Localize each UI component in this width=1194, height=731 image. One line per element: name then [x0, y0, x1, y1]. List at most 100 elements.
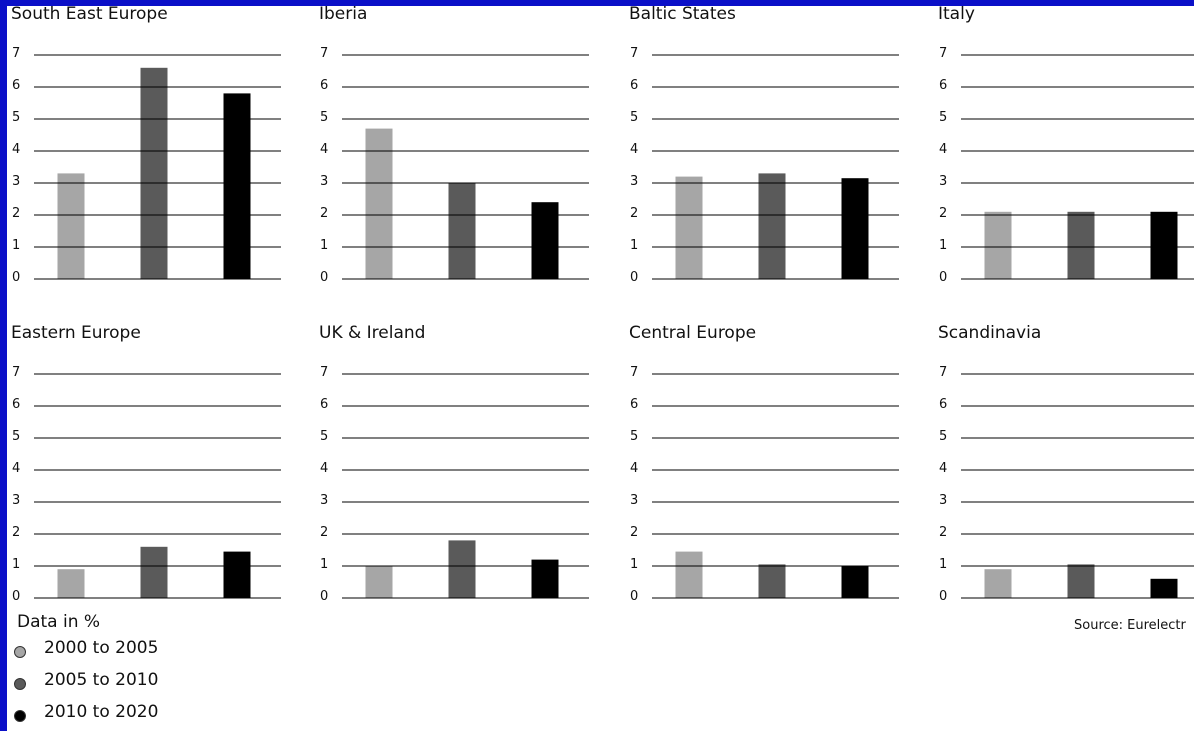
bar-iberia-2010-to-2020	[531, 202, 559, 279]
bar-scandinavia-2005-to-2010	[1067, 564, 1095, 598]
chart-panel-scandinavia: Scandinavia 0 1 2 3 4 5 6 7	[934, 323, 1194, 625]
y-tick-label-scandinavia-1: 1	[939, 557, 947, 572]
y-tick-label-baltic-states-1: 1	[630, 238, 638, 253]
legend-label-2005-2010: 2005 to 2010	[44, 670, 159, 690]
y-tick-label-central-europe-5: 5	[630, 429, 638, 444]
chart-plot-italy: 0 1 2 3 4 5 6 7	[939, 46, 1194, 285]
chart-plot-south-east-europe: 0 1 2 3 4 5 6 7	[12, 46, 281, 285]
y-tick-label-south-east-europe-3: 3	[12, 174, 20, 189]
y-tick-label-uk-and-ireland-0: 0	[320, 589, 328, 604]
chart-plot-scandinavia: 0 1 2 3 4 5 6 7	[939, 365, 1194, 604]
y-tick-label-uk-and-ireland-4: 4	[320, 461, 328, 476]
y-tick-label-baltic-states-6: 6	[630, 78, 638, 93]
y-tick-label-iberia-1: 1	[320, 238, 328, 253]
chart-panel-iberia: Iberia 0 1 2 3 4 5 6 7	[315, 6, 605, 306]
legend-label-2010-2020: 2010 to 2020	[44, 702, 159, 722]
y-tick-label-italy-3: 3	[939, 174, 947, 189]
chart-title-italy: Italy	[938, 6, 975, 24]
bar-central-europe-2000-to-2005	[675, 551, 703, 598]
bar-uk-and-ireland-2005-to-2010	[448, 540, 476, 598]
chart-title-uk-and-ireland: UK & Ireland	[319, 323, 426, 343]
chart-title-scandinavia: Scandinavia	[938, 323, 1042, 343]
y-tick-label-italy-0: 0	[939, 270, 947, 285]
y-tick-label-central-europe-7: 7	[630, 365, 638, 380]
chart-title-eastern-europe: Eastern Europe	[11, 323, 141, 343]
y-tick-label-scandinavia-3: 3	[939, 493, 947, 508]
bar-central-europe-2005-to-2010	[758, 564, 786, 598]
y-tick-label-eastern-europe-2: 2	[12, 525, 20, 540]
chart-title-central-europe: Central Europe	[629, 323, 757, 343]
legend-swatch-2010-2020	[14, 710, 26, 722]
y-tick-label-central-europe-0: 0	[630, 589, 638, 604]
bar-central-europe-2010-to-2020	[841, 566, 869, 598]
y-tick-label-central-europe-6: 6	[630, 397, 638, 412]
y-tick-label-italy-5: 5	[939, 110, 947, 125]
y-tick-label-uk-and-ireland-2: 2	[320, 525, 328, 540]
y-tick-label-uk-and-ireland-1: 1	[320, 557, 328, 572]
y-tick-label-italy-1: 1	[939, 238, 947, 253]
legend-item-2000-2005: 2000 to 2005	[13, 632, 158, 664]
bar-scandinavia-2000-to-2005	[984, 569, 1012, 598]
bar-scandinavia-2010-to-2020	[1150, 578, 1178, 598]
chart-panel-south-east-europe: South East Europe 0 1 2 3 4 5 6 7	[7, 6, 297, 306]
bar-italy-2000-to-2005	[984, 211, 1012, 279]
y-tick-label-baltic-states-3: 3	[630, 174, 638, 189]
chart-panel-baltic-states: Baltic States 0 1 2 3 4 5 6 7	[625, 6, 915, 306]
y-tick-label-scandinavia-0: 0	[939, 589, 947, 604]
y-tick-label-eastern-europe-7: 7	[12, 365, 20, 380]
y-tick-label-uk-and-ireland-5: 5	[320, 429, 328, 444]
bar-eastern-europe-2005-to-2010	[140, 546, 168, 598]
bar-baltic-states-2000-to-2005	[675, 176, 703, 279]
chart-title-baltic-states: Baltic States	[629, 6, 736, 24]
bar-uk-and-ireland-2010-to-2020	[531, 559, 559, 598]
source-note: Source: Eurelectr	[1074, 618, 1186, 633]
y-tick-label-eastern-europe-0: 0	[12, 589, 20, 604]
bar-iberia-2000-to-2005	[365, 128, 393, 279]
legend-swatch-2000-2005	[14, 646, 26, 658]
bar-south-east-europe-2000-to-2005	[57, 173, 85, 279]
legend-swatch-2005-2010	[14, 678, 26, 690]
bar-south-east-europe-2010-to-2020	[223, 93, 251, 280]
legend-title: Data in %	[17, 612, 101, 632]
y-tick-label-eastern-europe-6: 6	[12, 397, 20, 412]
y-tick-label-baltic-states-7: 7	[630, 46, 638, 61]
bar-italy-2010-to-2020	[1150, 211, 1178, 279]
y-tick-label-uk-and-ireland-7: 7	[320, 365, 328, 380]
y-tick-label-italy-7: 7	[939, 46, 947, 61]
y-tick-label-baltic-states-5: 5	[630, 110, 638, 125]
chart-title-iberia: Iberia	[319, 6, 368, 24]
small-multiples-grid: South East Europe 0 1 2 3 4 5 6 7 Iberia 0 1 2 3 4 5 6 7 B…	[7, 6, 1194, 626]
bar-iberia-2005-to-2010	[448, 183, 476, 279]
y-tick-label-scandinavia-2: 2	[939, 525, 947, 540]
y-tick-label-central-europe-4: 4	[630, 461, 638, 476]
chart-panel-central-europe: Central Europe 0 1 2 3 4 5 6 7	[625, 323, 915, 625]
y-tick-label-italy-4: 4	[939, 142, 947, 157]
legend-label-2000-2005: 2000 to 2005	[44, 638, 159, 658]
y-tick-label-iberia-3: 3	[320, 174, 328, 189]
legend: Data in % 2000 to 2005 2005 to 2010 2010…	[13, 612, 158, 728]
y-tick-label-south-east-europe-7: 7	[12, 46, 20, 61]
y-tick-label-italy-6: 6	[939, 78, 947, 93]
y-tick-label-central-europe-2: 2	[630, 525, 638, 540]
y-tick-label-scandinavia-7: 7	[939, 365, 947, 380]
y-tick-label-uk-and-ireland-3: 3	[320, 493, 328, 508]
chart-plot-uk-and-ireland: 0 1 2 3 4 5 6 7	[320, 365, 589, 604]
y-tick-label-scandinavia-6: 6	[939, 397, 947, 412]
y-tick-label-central-europe-1: 1	[630, 557, 638, 572]
y-tick-label-eastern-europe-4: 4	[12, 461, 20, 476]
chart-panel-eastern-europe: Eastern Europe 0 1 2 3 4 5 6 7	[7, 323, 297, 625]
y-tick-label-eastern-europe-3: 3	[12, 493, 20, 508]
y-tick-label-south-east-europe-1: 1	[12, 238, 20, 253]
y-tick-label-south-east-europe-4: 4	[12, 142, 20, 157]
bar-eastern-europe-2010-to-2020	[223, 551, 251, 598]
legend-item-2005-2010: 2005 to 2010	[13, 664, 158, 696]
y-tick-label-south-east-europe-5: 5	[12, 110, 20, 125]
bar-uk-and-ireland-2000-to-2005	[365, 566, 393, 598]
y-tick-label-south-east-europe-2: 2	[12, 206, 20, 221]
y-tick-label-uk-and-ireland-6: 6	[320, 397, 328, 412]
y-tick-label-south-east-europe-0: 0	[12, 270, 20, 285]
y-tick-label-iberia-4: 4	[320, 142, 328, 157]
y-tick-label-iberia-0: 0	[320, 270, 328, 285]
chart-panel-italy: Italy 0 1 2 3 4 5 6 7	[934, 6, 1194, 306]
y-tick-label-scandinavia-4: 4	[939, 461, 947, 476]
